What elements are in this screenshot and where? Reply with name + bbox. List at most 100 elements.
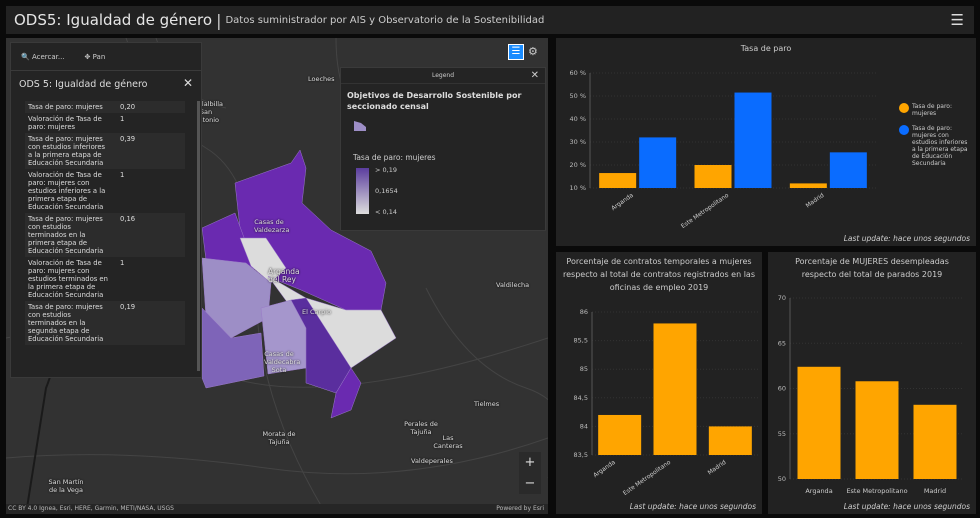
y-tick-label: 40 % bbox=[569, 115, 586, 123]
legend-stop: > 0,19 bbox=[375, 166, 397, 174]
y-tick-label: 60 bbox=[778, 385, 786, 393]
powered-by-link[interactable]: Powered by Esri bbox=[496, 505, 544, 512]
map-label: Tielmes bbox=[474, 400, 500, 408]
legend-field: Tasa de paro: mujeres bbox=[353, 153, 436, 162]
map-attribution: CC BY 4.0 Ignea, Esri, HERE, Garmin, MET… bbox=[6, 504, 548, 514]
last-update: Last update: hace unos segundos bbox=[629, 502, 756, 511]
chart-desempleadas: 50 55 60 65 70 Arganda Este Metropolitano Madri… bbox=[778, 294, 964, 495]
legend-swatch bbox=[899, 125, 909, 135]
attribute-row: Tasa de paro: mujeres con estudios termi… bbox=[25, 213, 185, 257]
close-icon[interactable]: ✕ bbox=[182, 76, 193, 90]
chart-contratos: 83,5 84 84,5 85 85,5 86 Arganda Este Metropolit… bbox=[574, 308, 758, 497]
map-basemap bbox=[6, 38, 548, 514]
legend-stop: < 0,14 bbox=[375, 208, 397, 216]
hamburger-icon[interactable]: ☰ bbox=[950, 11, 964, 29]
map-label: Perales de Tajuña bbox=[404, 420, 438, 436]
bar-madrid bbox=[708, 426, 752, 455]
legend-item: Tasa de paro: mujeres con estudios infer… bbox=[912, 125, 968, 167]
y-tick-label: 84 bbox=[580, 422, 588, 430]
attribute-name: Valoración de Tasa de paro: mujeres con … bbox=[28, 171, 106, 211]
map-label: San Martín de la Vega bbox=[48, 478, 84, 494]
y-tick-label: 20 % bbox=[569, 161, 586, 169]
bar-madrid bbox=[829, 152, 867, 188]
map-section bbox=[330, 367, 362, 419]
legend-panel: Legend ✕ Objetivos de Desarrollo Sostenib… bbox=[340, 67, 546, 231]
popup-title: ODS 5: Igualdad de género bbox=[19, 79, 148, 90]
y-tick-label: 86 bbox=[580, 308, 588, 316]
zoom-controls: + − bbox=[519, 452, 541, 494]
legend-label: Tasa de paro: mujeres con estudios infer… bbox=[912, 125, 968, 167]
bar-este-metropolitano bbox=[855, 381, 899, 479]
zoom-to-button[interactable]: 🔍 Acercar... bbox=[21, 52, 65, 61]
x-tick-label: Arganda bbox=[592, 459, 617, 479]
map-label: Arganda del Rey bbox=[268, 267, 300, 284]
map-label: Valdilecha bbox=[496, 281, 530, 289]
attribute-row: Tasa de paro: mujeres con estudios infer… bbox=[25, 133, 185, 169]
legend-label: Tasa de paro: mujeres bbox=[912, 103, 952, 117]
legend-toggle-button[interactable]: ☰ bbox=[508, 44, 524, 60]
map-section bbox=[239, 237, 287, 284]
map-label: Morata de Tajuña bbox=[262, 430, 296, 446]
app-subtitle: Datos suministrador por AIS y Observator… bbox=[225, 14, 545, 26]
chart-panel-tasa-paro: Tasa de paro 10 % 20 % 30 % 40 % 50 % 60 % Arg… bbox=[556, 38, 976, 246]
chart-title: Porcentaje de MUJERES desempleadas respe… bbox=[795, 257, 949, 279]
x-tick-label: Arganda bbox=[610, 192, 635, 212]
attribute-name: Valoración de Tasa de paro: mujeres bbox=[28, 115, 102, 131]
bar-este-metropolitano bbox=[694, 165, 732, 188]
bar-este-metropolitano bbox=[653, 323, 697, 455]
legend-color-ramp bbox=[356, 168, 369, 214]
attribute-value: 0,19 bbox=[120, 303, 136, 311]
chart-panel-desempleadas: Porcentaje de MUJERES desempleadas respe… bbox=[768, 252, 976, 514]
attribute-row: Valoración de Tasa de paro: mujeres 1 bbox=[25, 113, 185, 133]
attribute-name: Valoración de Tasa de paro: mujeres con … bbox=[28, 259, 108, 299]
app-title: ODS5: Igualdad de género bbox=[14, 11, 213, 29]
y-tick-label: 84,5 bbox=[574, 394, 588, 402]
x-tick-label: Arganda bbox=[805, 487, 832, 495]
title-separator: | bbox=[216, 10, 222, 30]
legend-swatch bbox=[899, 103, 909, 113]
y-tick-label: 30 % bbox=[569, 138, 586, 146]
map-label: Loeches bbox=[308, 75, 335, 83]
chart-title: Porcentaje de contratos temporales a muj… bbox=[563, 257, 755, 292]
x-tick-label: Madrid bbox=[924, 487, 946, 495]
attribute-name: Tasa de paro: mujeres bbox=[28, 103, 103, 111]
attribute-name: Tasa de paro: mujeres con estudios infer… bbox=[28, 135, 106, 167]
y-tick-label: 50 bbox=[778, 475, 786, 483]
y-tick-label: 65 bbox=[778, 339, 786, 347]
attribute-value: 1 bbox=[120, 259, 125, 267]
legend-layer-title: Objetivos de Desarrollo Sostenible por s… bbox=[347, 91, 522, 111]
zoom-out-button[interactable]: − bbox=[524, 476, 536, 491]
y-tick-label: 55 bbox=[778, 430, 786, 438]
x-tick-label: Este Metropolitano bbox=[622, 459, 672, 497]
attribute-name: Tasa de paro: mujeres con estudios termi… bbox=[28, 215, 104, 255]
y-tick-label: 83,5 bbox=[574, 451, 588, 459]
y-tick-label: 85 bbox=[580, 365, 588, 373]
feature-popup: 🔍 Acercar... ✥ Pan ODS 5: Igualdad de gé… bbox=[10, 42, 202, 378]
chart-title: Tasa de paro bbox=[740, 44, 792, 53]
map-label: El Carpio bbox=[302, 308, 332, 316]
census-sections bbox=[201, 149, 397, 419]
bar-arganda bbox=[598, 414, 642, 455]
attribution-text: CC BY 4.0 Ignea, Esri, HERE, Garmin, MET… bbox=[8, 505, 174, 512]
attribute-row: Valoración de Tasa de paro: mujeres con … bbox=[25, 257, 185, 301]
bar-madrid bbox=[913, 404, 957, 479]
popup-scrollbar[interactable] bbox=[197, 101, 200, 371]
y-tick-label: 85,5 bbox=[574, 337, 588, 345]
map-label: Casas de Valdecabra Sota bbox=[264, 350, 301, 374]
legend-stop: 0,1654 bbox=[375, 187, 398, 195]
map-view[interactable]: Loeches Villalbilla San Antonio Casas de… bbox=[6, 38, 548, 514]
legend-item: Tasa de paro: mujeres bbox=[912, 103, 952, 117]
bar-arganda bbox=[797, 366, 841, 479]
popup-attributes: Tasa de paro: mujeres 0,20 Valoración de T… bbox=[25, 101, 185, 371]
pan-button[interactable]: ✥ Pan bbox=[84, 52, 106, 61]
legend-header: Legend bbox=[431, 72, 455, 79]
legend-close-icon[interactable]: ✕ bbox=[530, 70, 539, 81]
x-tick-label: Madrid bbox=[707, 459, 728, 477]
zoom-in-button[interactable]: + bbox=[524, 455, 536, 470]
attribute-name: Tasa de paro: mujeres con estudios termi… bbox=[28, 303, 104, 343]
chart-panel-contratos: Porcentaje de contratos temporales a muj… bbox=[556, 252, 762, 514]
basemap-icon[interactable]: ⚙ bbox=[528, 45, 538, 58]
chart-tasa-paro: 10 % 20 % 30 % 40 % 50 % 60 % Arganda Este Metr… bbox=[569, 69, 968, 230]
attribute-value: 1 bbox=[120, 115, 125, 123]
x-tick-label: Este Metropolitano bbox=[846, 487, 907, 495]
